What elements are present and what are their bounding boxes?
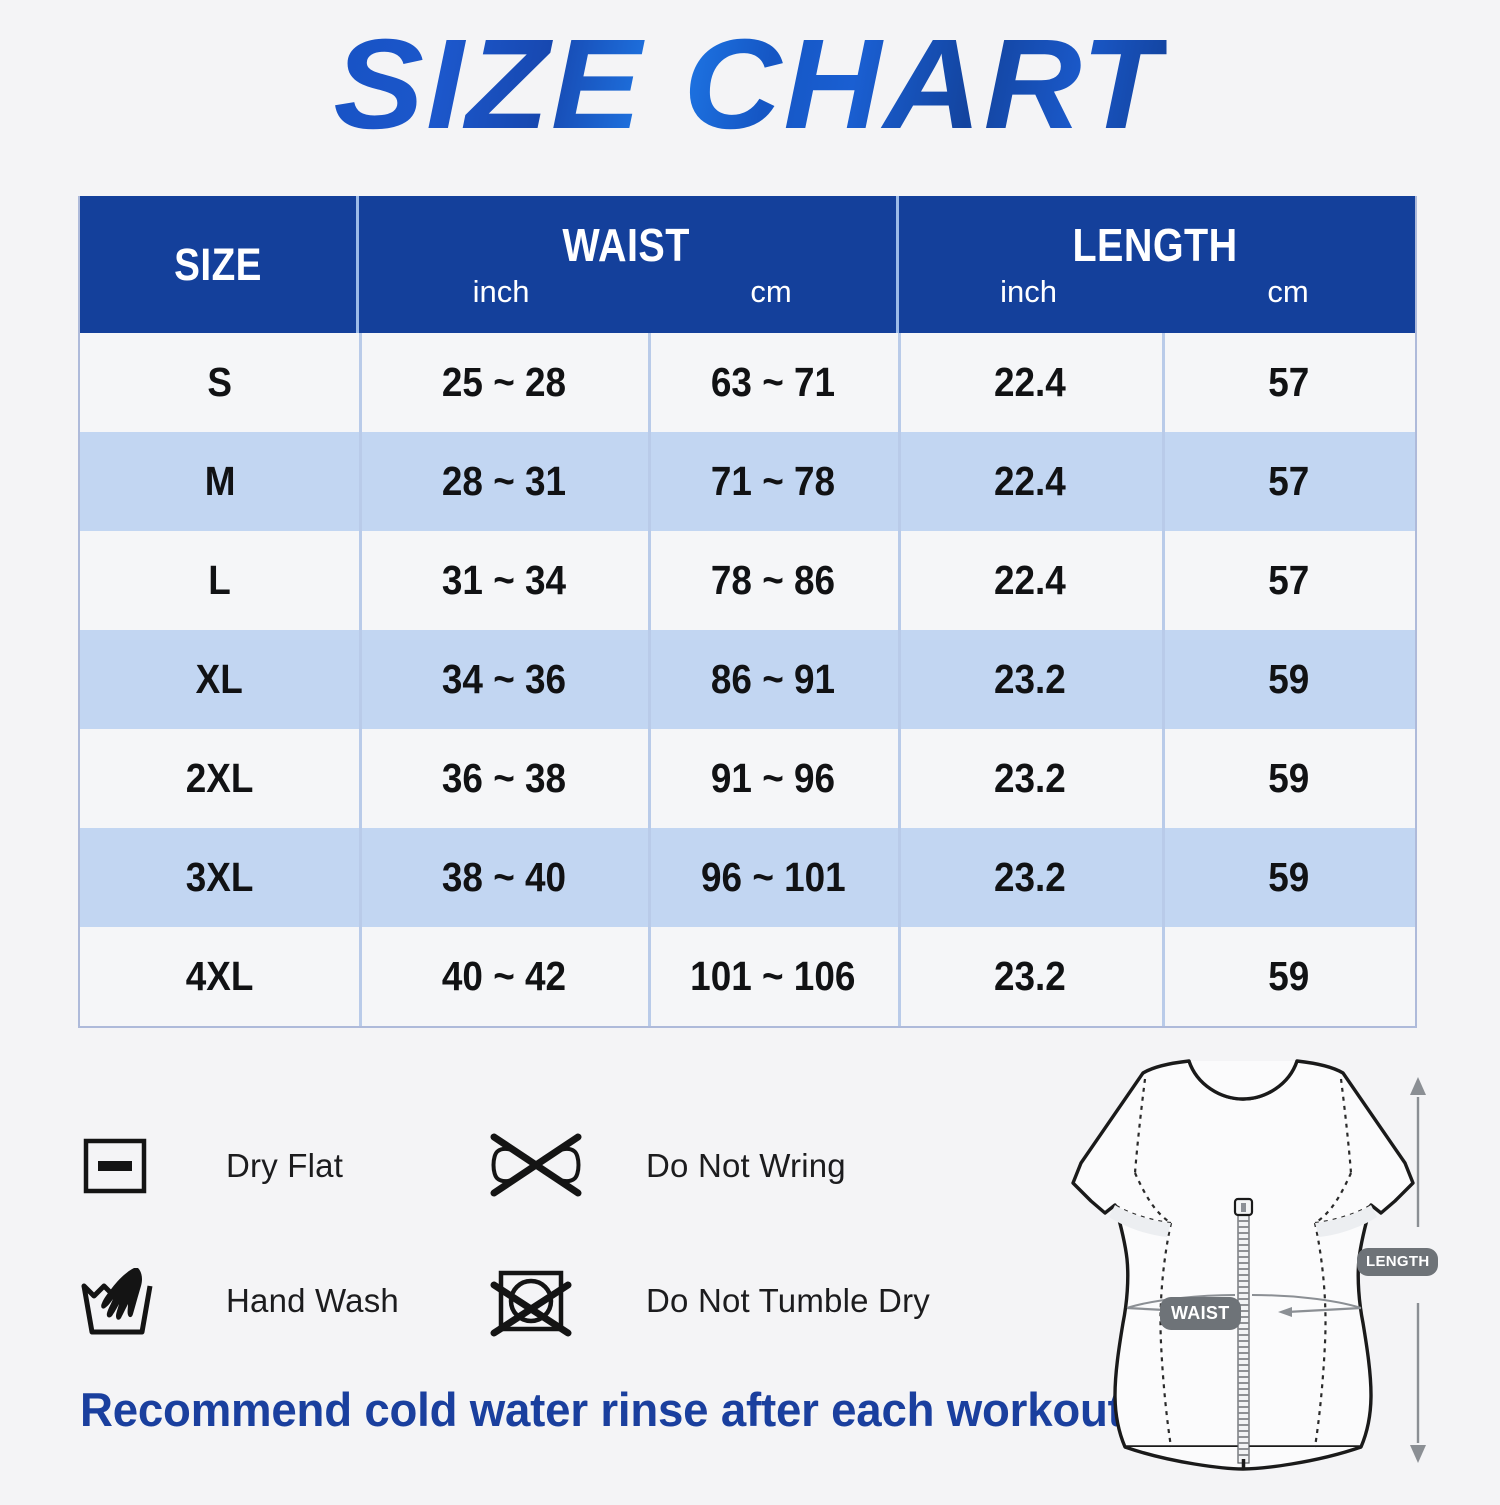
header-cell-waist: WAIST inch cm (356, 196, 896, 333)
garment-cuff-left (1072, 1182, 1092, 1202)
cell-waist-cm: 86 ~ 91 (648, 630, 897, 729)
cell-waist-cm: 71 ~ 78 (648, 432, 897, 531)
garment-princess-seam-right (1313, 1222, 1327, 1448)
cell-length-cm: 57 (1161, 531, 1415, 630)
page-title-container: SIZE CHART (0, 13, 1500, 156)
cell-waist-cm: 91 ~ 96 (648, 729, 897, 828)
table-row: L 31 ~ 34 78 ~ 86 22.4 57 (80, 531, 1415, 630)
header-subrow-waist: inch cm (356, 276, 896, 307)
header-label-waist: WAIST (562, 219, 690, 271)
cell-waist-cm: 96 ~ 101 (648, 828, 897, 927)
cell-waist-inch: 40 ~ 42 (359, 927, 648, 1026)
header-sublabel-waist-inch: inch (472, 274, 530, 309)
cell-waist-inch: 25 ~ 28 (359, 333, 648, 432)
header-label-size: SIZE (174, 239, 262, 290)
cell-waist-cm: 78 ~ 86 (648, 531, 897, 630)
cell-length-inch: 23.2 (897, 729, 1162, 828)
garment-illustration: WAIST LENGTH (975, 1055, 1475, 1500)
header-subrow-length: inch cm (896, 276, 1415, 307)
header-label-length: LENGTH (1072, 219, 1239, 271)
garment-seam-shoulder-left (1133, 1078, 1147, 1174)
do-not-wring-icon (488, 1129, 598, 1203)
garment-sleeve-seam-right (1314, 1204, 1372, 1225)
care-label-do-not-tumble-dry: Do Not Tumble Dry (646, 1281, 930, 1319)
garment-armhole-right (1314, 1172, 1353, 1224)
cell-length-inch: 23.2 (897, 630, 1162, 729)
cell-length-cm: 57 (1161, 333, 1415, 432)
care-row: Dry Flat Do Not Wring (78, 1098, 978, 1233)
care-instructions: Dry Flat Do Not Wring Hand W (78, 1098, 978, 1368)
waist-arc-right (1251, 1294, 1362, 1309)
cell-size: 3XL (185, 854, 254, 900)
garment-sleeve-seam-left (1114, 1204, 1172, 1225)
cell-size: 4XL (185, 953, 254, 999)
care-row: Hand Wash Do Not Tumble Dry (78, 1233, 978, 1368)
garment-diagram-svg (1071, 1059, 1426, 1471)
cell-waist-inch: 31 ~ 34 (359, 531, 648, 630)
cell-waist-inch: 38 ~ 40 (359, 828, 648, 927)
cell-size: S (207, 359, 232, 405)
table-header-row: SIZE WAIST inch cm LENGTH inch cm (80, 196, 1415, 333)
waist-badge: WAIST (1160, 1297, 1241, 1330)
header-sublabel-length-inch: inch (1000, 274, 1057, 309)
garment-neckline (1187, 1060, 1299, 1101)
cell-length-cm: 57 (1161, 432, 1415, 531)
cell-length-cm: 59 (1161, 630, 1415, 729)
table-row: M 28 ~ 31 71 ~ 78 22.4 57 (80, 432, 1415, 531)
care-label-dry-flat: Dry Flat (226, 1146, 344, 1184)
table-row: 4XL 40 ~ 42 101 ~ 106 23.2 59 (80, 927, 1415, 1026)
cell-size: XL (195, 656, 244, 702)
care-item-do-not-wring: Do Not Wring (488, 1129, 978, 1203)
cell-length-inch: 22.4 (897, 531, 1162, 630)
care-item-do-not-tumble-dry: Do Not Tumble Dry (488, 1261, 978, 1341)
length-badge: LENGTH (1357, 1248, 1439, 1276)
care-item-hand-wash: Hand Wash (78, 1262, 488, 1340)
care-label-do-not-wring: Do Not Wring (646, 1146, 846, 1184)
care-label-hand-wash: Hand Wash (226, 1281, 399, 1319)
care-item-dry-flat: Dry Flat (78, 1129, 488, 1203)
garment-sleeve-panel-right (1315, 1205, 1377, 1237)
table-row: S 25 ~ 28 63 ~ 71 22.4 57 (80, 333, 1415, 432)
cell-waist-inch: 28 ~ 31 (359, 432, 648, 531)
header-cell-length: LENGTH inch cm (896, 196, 1415, 333)
garment-seam-shoulder-right (1339, 1078, 1353, 1174)
length-arrowhead-bottom (1410, 1445, 1426, 1463)
size-chart-table: SIZE WAIST inch cm LENGTH inch cm S 25 ~… (78, 196, 1417, 1028)
header-sublabel-waist-cm: cm (750, 274, 792, 309)
header-cell-size: SIZE (80, 196, 356, 333)
cell-length-cm: 59 (1161, 927, 1415, 1026)
header-sublabel-length-cm: cm (1267, 274, 1309, 309)
cell-waist-cm: 101 ~ 106 (648, 927, 897, 1026)
cell-length-cm: 59 (1161, 828, 1415, 927)
garment-cuff-right (1394, 1182, 1414, 1202)
cell-waist-inch: 34 ~ 36 (359, 630, 648, 729)
hand-wash-icon (78, 1262, 188, 1340)
cell-length-cm: 59 (1161, 729, 1415, 828)
table-row: 2XL 36 ~ 38 91 ~ 96 23.2 59 (80, 729, 1415, 828)
waist-arrowhead-right (1278, 1307, 1292, 1317)
garment-sleeve-panel-left (1109, 1205, 1171, 1237)
garment-armhole-left (1133, 1172, 1172, 1224)
garment-princess-seam-left (1159, 1222, 1173, 1448)
cell-length-inch: 23.2 (897, 828, 1162, 927)
cell-length-inch: 23.2 (897, 927, 1162, 1026)
waist-arrow-line-right (1286, 1306, 1362, 1314)
cell-size: M (204, 458, 235, 504)
page-title: SIZE CHART (333, 13, 1167, 156)
length-arrowhead-top (1410, 1077, 1426, 1095)
garment-zipper-teeth (1238, 1214, 1249, 1456)
do-not-tumble-dry-icon (488, 1261, 598, 1341)
recommendation-text: Recommend cold water rinse after each wo… (80, 1383, 1136, 1436)
cell-waist-inch: 36 ~ 38 (359, 729, 648, 828)
garment-zipper-pull-tab (1241, 1203, 1246, 1212)
table-row: 3XL 38 ~ 40 96 ~ 101 23.2 59 (80, 828, 1415, 927)
table-row: XL 34 ~ 36 86 ~ 91 23.2 59 (80, 630, 1415, 729)
cell-size: L (208, 557, 231, 603)
cell-waist-cm: 63 ~ 71 (648, 333, 897, 432)
cell-length-inch: 22.4 (897, 432, 1162, 531)
dry-flat-icon (78, 1129, 188, 1203)
cell-length-inch: 22.4 (897, 333, 1162, 432)
cell-size: 2XL (185, 755, 254, 801)
